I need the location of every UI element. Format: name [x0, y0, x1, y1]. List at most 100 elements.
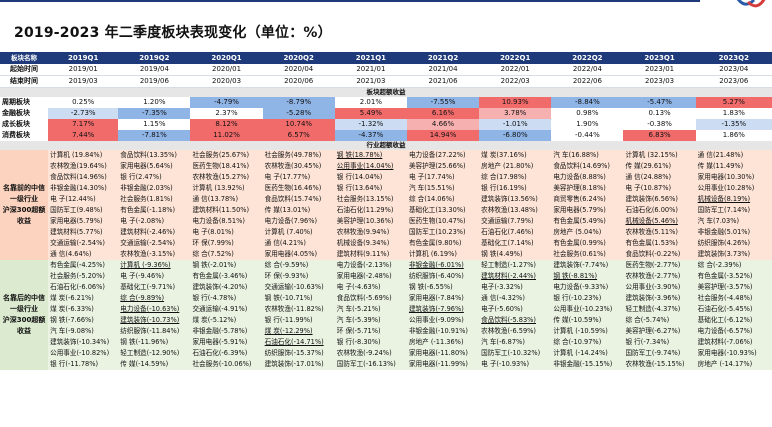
- top-industry-cell: 医药生物(18.41%): [190, 161, 263, 172]
- bottom-industry-cell: 煤 炭(-6.33%): [48, 304, 119, 315]
- top-industry-cell: 农林牧渔(-3.15%): [118, 249, 191, 260]
- table-body: 板块名称 2019Q1 2019Q2 2020Q1 2020Q2 2021Q1 2021Q2…: [0, 52, 772, 370]
- bottom-industry-cell: 建筑材料(-2.44%): [479, 271, 552, 282]
- top-industry-cell: 机械设备(8.19%): [695, 194, 772, 205]
- sector-value-cell: 4.66%: [406, 119, 480, 130]
- sector-value-cell: 5.49%: [334, 108, 407, 119]
- bottom-industry-cell: 电力设备(-10.63%): [118, 304, 191, 315]
- bottom-group-label-line2: 沪深300超额收益: [2, 316, 46, 335]
- bottom-industry-cell: 电 子(-9.46%): [118, 271, 191, 282]
- top-industry-cell: 交通运输(-2.54%): [118, 238, 191, 249]
- brand-logo-icon: [736, 0, 766, 8]
- sector-value-cell: 8.12%: [190, 119, 263, 130]
- top-industry-cell: 家用电器(10.30%): [695, 172, 772, 183]
- sector-value-cell: -5.47%: [623, 97, 696, 108]
- bottom-industry-cell: 煤 炭(-12.29%): [262, 326, 335, 337]
- top-industry-cell: 电 子(17.77%): [262, 172, 335, 183]
- bottom-industry-cell: 石油石化(-14.71%): [262, 337, 335, 348]
- period-start-cell: 2019/01: [48, 64, 119, 76]
- top-industry-cell: 汽 车(15.51%): [406, 183, 480, 194]
- period-start-cell: 2021/04: [406, 64, 480, 76]
- top-industry-cell: 通 信(4.64%): [48, 249, 119, 260]
- period-end-cell: 2020/03: [190, 75, 263, 88]
- top-industry-cell: 医药生物(10.47%): [406, 216, 480, 227]
- bottom-industry-cell: 农林牧渔(-9.24%): [334, 348, 407, 359]
- top-industry-cell: 石油石化(6.00%): [623, 205, 696, 216]
- header-label-cell: 板块名称: [0, 52, 49, 64]
- bottom-industry-cell: 钢 铁(-2.01%): [190, 260, 263, 271]
- top-industry-row: 非银金融(14.30%) 非银金融(2.03%) 计算机 (13.92%) 医药生物(…: [0, 183, 772, 194]
- bottom-industry-cell: 公用事业(-3.90%): [623, 282, 696, 293]
- top-industry-cell: 石油石化(11.29%): [334, 205, 407, 216]
- quarter-header-2022Q2: 2022Q2: [551, 52, 624, 64]
- sector-value-cell: -2.73%: [48, 108, 119, 119]
- bottom-industry-cell: 综 合(-9.89%): [118, 293, 191, 304]
- period-end-cell: 2022/06: [551, 75, 624, 88]
- top-industry-row: 家用电器(5.79%) 电 子(-2.08%) 电力设备(8.51%) 电力设备(7.…: [0, 216, 772, 227]
- bottom-industry-cell: 计算机 (-14.24%): [551, 348, 624, 359]
- top-industry-cell: 传 媒(11.49%): [695, 161, 772, 172]
- quarter-header-2020Q2: 2020Q2: [262, 52, 335, 64]
- top-industry-cell: 社会服务(49.78%): [262, 150, 335, 161]
- top-industry-cell: 国防军工(9.48%): [48, 205, 119, 216]
- top-industry-cell: 电 子(-2.08%): [118, 216, 191, 227]
- quarter-header-2023Q2: 2023Q2: [695, 52, 772, 64]
- chart-title: 2019-2023 年二季度板块表现变化（单位：%）: [14, 25, 332, 41]
- bottom-industry-cell: 石油石化(-6.06%): [48, 282, 119, 293]
- top-industry-cell: 银 行(16.19%): [479, 183, 552, 194]
- bottom-industry-cell: 传 媒(-14.59%): [118, 359, 191, 370]
- top-industry-cell: 综 合(14.06%): [406, 194, 480, 205]
- bottom-industry-cell: 建筑装饰(-10.34%): [48, 337, 119, 348]
- top-industry-cell: 建筑材料(9.11%): [334, 249, 407, 260]
- bottom-industry-cell: 轻工制造(-12.90%): [118, 348, 191, 359]
- bottom-industry-cell: 农林牧渔(-6.59%): [479, 326, 552, 337]
- bottom-industry-cell: 汽 车(-9.08%): [48, 326, 119, 337]
- bottom-industry-cell: 公用事业(-10.82%): [48, 348, 119, 359]
- top-industry-row: 交通运输(-2.54%) 交通运输(-2.54%) 环 保(7.99%) 通 信(4.…: [0, 238, 772, 249]
- bottom-industry-cell: 综 合(-5.74%): [623, 315, 696, 326]
- sector-value-cell: 0.25%: [72, 98, 95, 106]
- bottom-industry-cell: 社会服务(-10.06%): [190, 359, 263, 370]
- period-end-cell: 2022/03: [479, 75, 552, 88]
- period-end-row: 结束时间 2019/03 2019/06 2020/03 2020/06 2021/03 2…: [0, 75, 772, 88]
- top-industry-cell: 建筑材料(5.77%): [48, 227, 119, 238]
- quarter-header-2020Q1: 2020Q1: [190, 52, 263, 64]
- sector-value-cell: 11.02%: [190, 130, 263, 141]
- period-end-cell: 2023/03: [623, 75, 696, 88]
- bottom-industry-cell: 建筑装饰(-4.20%): [190, 282, 263, 293]
- quarter-header-2019Q1: 2019Q1: [48, 52, 119, 64]
- bottom-industry-cell: 家用电器(-2.48%): [334, 271, 407, 282]
- bottom-industry-cell: 轻工制造(-1.27%): [479, 260, 552, 271]
- bottom-industry-cell: 国防军工(-16.13%): [334, 359, 407, 370]
- bottom-group-label: 名靠后的中信一级行业 沪深300超额收益: [0, 260, 49, 370]
- top-industry-cell: 农林牧渔(9.94%): [334, 227, 407, 238]
- top-industry-cell: 基础化工(13.30%): [406, 205, 480, 216]
- bottom-industry-cell: 美容护理(-3.57%): [695, 282, 772, 293]
- bottom-industry-cell: 钢 铁(-10.71%): [262, 293, 335, 304]
- top-industry-cell: 电力设备(27.22%): [406, 150, 480, 161]
- top-industry-cell: 美容护理(10.36%): [334, 216, 407, 227]
- top-industry-cell: 农林牧渔(5.11%): [623, 227, 696, 238]
- bottom-industry-cell: 钢 铁(-7.66%): [48, 315, 119, 326]
- bottom-industry-row: 石油石化(-6.06%) 基础化工(-9.71%) 建筑装饰(-4.20%) 交通运输…: [0, 282, 772, 293]
- top-industry-cell: 国防军工(7.14%): [695, 205, 772, 216]
- sector-value-cell: -0.38%: [647, 120, 672, 128]
- top-industry-cell: 医药生物(16.46%): [262, 183, 335, 194]
- bottom-industry-cell: 通 信(-4.32%): [479, 293, 552, 304]
- period-start-cell: 2022/01: [479, 64, 552, 76]
- sector-value-cell: -1.32%: [334, 119, 407, 130]
- bottom-industry-cell: 医药生物(-2.77%): [623, 260, 696, 271]
- bottom-industry-cell: 家用电器(-10.93%): [695, 348, 772, 359]
- sector-value-cell: 2.01%: [359, 98, 382, 106]
- bottom-industry-cell: 纺织服饰(-11.84%): [118, 326, 191, 337]
- bottom-industry-cell: 家用电器(-7.84%): [406, 293, 480, 304]
- section-industry-excess-label: 行业超额收益: [0, 141, 772, 150]
- bottom-industry-cell: 电 子(-4.63%): [334, 282, 407, 293]
- bottom-industry-cell: 石油石化(-5.45%): [695, 304, 772, 315]
- top-industry-cell: 社会服务(1.81%): [118, 194, 191, 205]
- bottom-industry-cell: 有色金属(-3.52%): [695, 271, 772, 282]
- period-start-cell: 2019/04: [118, 64, 191, 76]
- top-group-label-line1: 名靠前的中信一级行业: [3, 184, 46, 203]
- sector-name: 消费板块: [2, 131, 30, 139]
- sector-value-cell: 10.74%: [262, 119, 335, 130]
